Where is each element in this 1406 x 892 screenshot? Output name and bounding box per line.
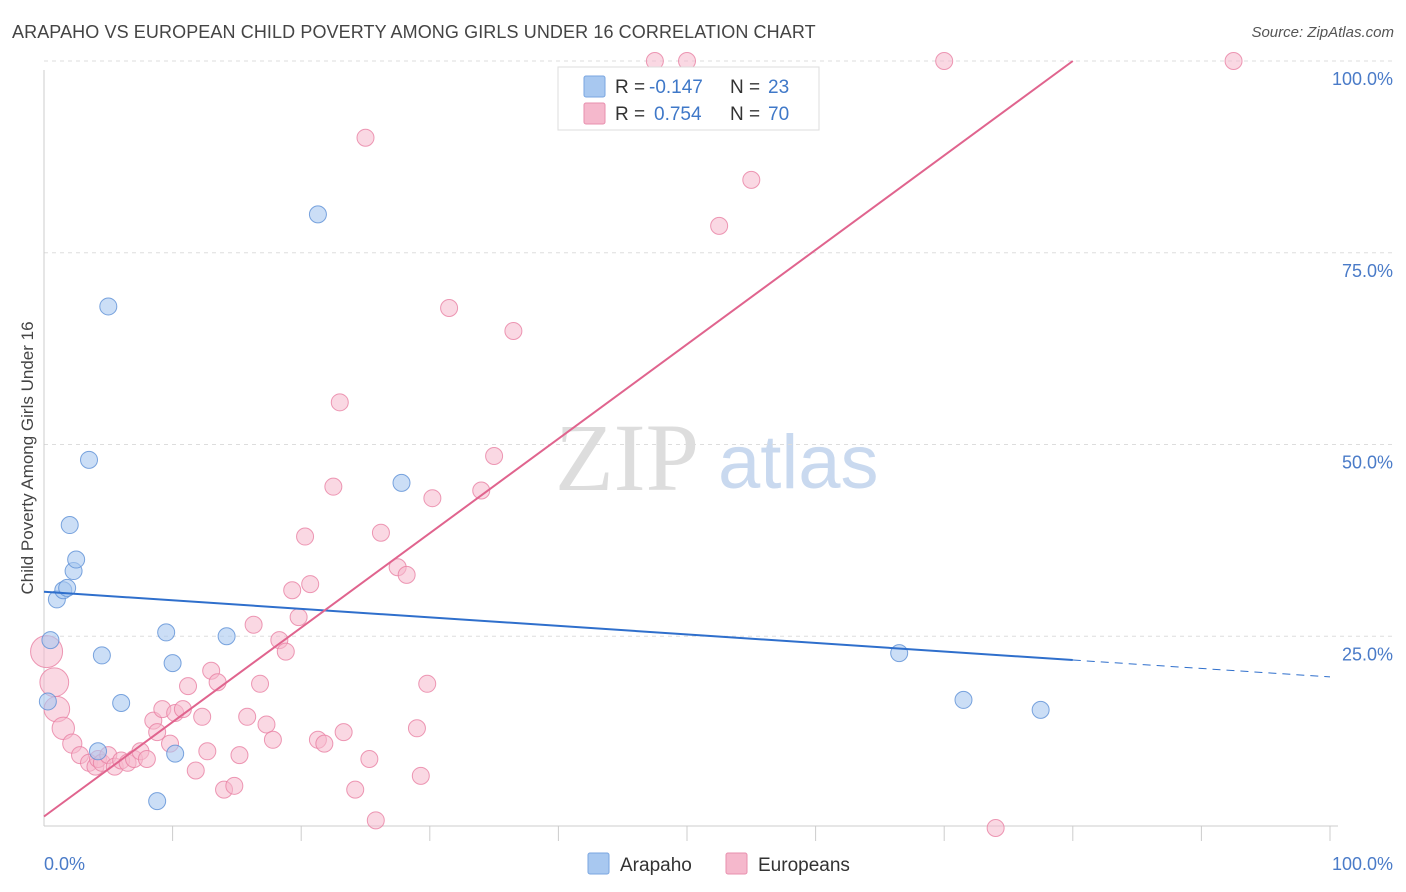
- y-tick-label: 50.0%: [1342, 453, 1393, 473]
- legend-r-value-arapaho: -0.147: [649, 77, 703, 98]
- arapaho-point: [67, 550, 86, 569]
- europeans-point: [440, 298, 459, 317]
- series-arapaho: [38, 205, 1050, 811]
- legend-r-value-europeans: 0.754: [654, 104, 702, 125]
- arapaho-point: [217, 627, 236, 646]
- legend-n-label-arapaho: N =: [730, 77, 760, 98]
- europeans-point: [986, 819, 1005, 837]
- europeans-point: [472, 481, 491, 500]
- bottom-legend: Arapaho Europeans: [587, 852, 850, 876]
- europeans-point: [301, 575, 320, 594]
- chart-title: ARAPAHO VS EUROPEAN CHILD POVERTY AMONG …: [12, 22, 816, 42]
- europeans-point: [296, 527, 315, 546]
- europeans-point: [198, 742, 217, 761]
- europeans-point: [935, 52, 954, 70]
- watermark-atlas: atlas: [718, 420, 879, 505]
- legend-swatch-arapaho: [583, 75, 606, 98]
- watermark-zip: ZIP: [555, 404, 699, 511]
- trend-line-europeans: [43, 60, 1074, 818]
- arapaho-point: [148, 792, 167, 811]
- arapaho-point: [1031, 700, 1050, 719]
- series-europeans: [30, 52, 1243, 837]
- legend-n-value-europeans: 70: [768, 104, 789, 125]
- trend-line-arapaho: [43, 590, 1073, 662]
- europeans-point: [334, 723, 353, 742]
- arapaho-point: [163, 654, 182, 673]
- arapaho-point: [954, 690, 973, 709]
- arapaho-point: [112, 693, 131, 712]
- europeans-point: [346, 780, 365, 799]
- arapaho-point: [41, 631, 60, 650]
- europeans-point: [244, 615, 263, 634]
- x-axis-ticks: [172, 826, 1331, 841]
- europeans-point: [485, 447, 504, 466]
- europeans-point: [257, 715, 276, 734]
- europeans-point: [251, 674, 270, 693]
- europeans-point: [238, 707, 257, 726]
- y-axis-title: Child Poverty Among Girls Under 16: [18, 321, 37, 594]
- europeans-point: [411, 766, 430, 785]
- trend-line-arapaho-extension: [1072, 659, 1331, 678]
- europeans-point: [1224, 52, 1243, 70]
- europeans-point: [397, 565, 416, 584]
- europeans-point: [186, 761, 205, 780]
- bottom-legend-label-arapaho: Arapaho: [620, 855, 692, 876]
- bottom-legend-swatch-arapaho: [587, 852, 610, 875]
- y-tick-label: 75.0%: [1342, 261, 1393, 281]
- arapaho-point: [92, 646, 111, 665]
- europeans-point: [366, 811, 385, 830]
- arapaho-point: [157, 623, 176, 642]
- europeans-point: [230, 746, 249, 765]
- europeans-point: [179, 677, 198, 696]
- europeans-point: [423, 489, 442, 508]
- arapaho-point: [60, 516, 79, 535]
- legend-swatch-europeans: [583, 102, 606, 125]
- y-tick-label: 25.0%: [1342, 644, 1393, 664]
- europeans-point: [289, 608, 308, 627]
- europeans-point: [276, 642, 295, 661]
- europeans-point: [324, 477, 343, 496]
- europeans-point: [330, 393, 349, 412]
- arapaho-point: [89, 742, 108, 761]
- y-tick-label: 100.0%: [1332, 69, 1393, 89]
- europeans-point: [193, 707, 212, 726]
- x-tick-label-min: 0.0%: [44, 854, 85, 874]
- europeans-point: [137, 749, 156, 768]
- legend-r-label-arapaho: R =: [615, 77, 645, 98]
- europeans-point: [371, 523, 390, 542]
- arapaho-point: [392, 473, 411, 492]
- arapaho-point: [99, 297, 118, 316]
- chart-source: Source: ZipAtlas.com: [1251, 24, 1394, 41]
- europeans-point: [504, 321, 523, 340]
- bottom-legend-label-europeans: Europeans: [758, 855, 850, 876]
- bottom-legend-swatch-europeans: [725, 852, 748, 875]
- arapaho-point: [308, 205, 327, 224]
- europeans-point: [407, 719, 426, 738]
- europeans-point: [742, 170, 761, 189]
- legend-n-label-europeans: N =: [730, 104, 760, 125]
- trend-lines: [43, 60, 1331, 818]
- y-tick-labels: 25.0% 50.0% 75.0% 100.0%: [1332, 69, 1393, 664]
- grid-lines: [44, 60, 1393, 637]
- europeans-point: [710, 216, 729, 235]
- europeans-point: [263, 730, 282, 749]
- arapaho-point: [166, 744, 185, 763]
- europeans-point: [360, 749, 379, 768]
- watermark: ZIP atlas: [555, 404, 879, 511]
- europeans-point: [356, 128, 375, 147]
- stats-legend: R = -0.147 N = 23 R = 0.754 N = 70: [557, 66, 820, 131]
- europeans-point: [225, 776, 244, 795]
- arapaho-point: [38, 692, 57, 711]
- europeans-point: [283, 581, 302, 600]
- europeans-point: [315, 734, 334, 753]
- europeans-point: [39, 667, 70, 698]
- legend-n-value-arapaho: 23: [768, 77, 789, 98]
- europeans-point: [418, 674, 437, 693]
- legend-r-label-europeans: R =: [615, 104, 645, 125]
- x-tick-label-max: 100.0%: [1332, 854, 1393, 874]
- arapaho-point: [80, 450, 99, 469]
